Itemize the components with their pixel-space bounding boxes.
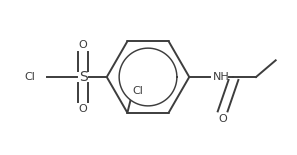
Text: O: O	[218, 114, 227, 124]
Text: NH: NH	[213, 72, 230, 82]
Text: O: O	[79, 40, 88, 50]
Text: Cl: Cl	[24, 72, 35, 82]
Text: Cl: Cl	[132, 86, 143, 96]
Text: S: S	[79, 70, 88, 84]
Text: O: O	[79, 104, 88, 114]
